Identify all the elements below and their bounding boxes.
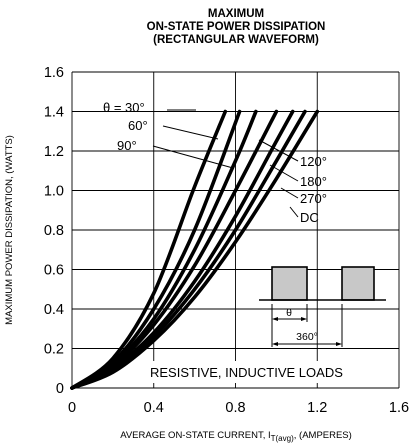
y-tick-labels: 0 0.2 0.4 0.6 0.8 1.0 1.2 1.4 1.6 (44, 65, 64, 397)
grid (71, 71, 400, 389)
loads-label-background (145, 361, 383, 383)
x-axis-label-tail: , (AMPERES) (294, 430, 352, 441)
x-tick-labels: 0 0.4 0.8 1.2 1.6 (68, 400, 409, 416)
y-tick-label: 0.8 (44, 223, 64, 239)
x-axis-label-main: AVERAGE ON-STATE CURRENT, I (120, 430, 270, 441)
period-arrow-left (272, 342, 278, 346)
x-axis-label-subscript: T(avg) (271, 434, 294, 443)
loads-label: RESISTIVE, INDUCTIVE LOADS (150, 365, 343, 380)
label-180: 180° (300, 174, 327, 189)
label-120: 120° (300, 154, 327, 169)
series-line-4 (70, 109, 295, 390)
x-axis-label: AVERAGE ON-STATE CURRENT, IT(avg), (AMPE… (120, 430, 352, 443)
leader-90 (152, 145, 234, 169)
chart-title: MAXIMUM ON-STATE POWER DISSIPATION (RECT… (147, 8, 326, 46)
leader-180 (269, 164, 299, 182)
y-tick-label: 0.2 (44, 342, 64, 358)
waveform-inset: θ 360° (259, 266, 386, 347)
x-tick-label: 0 (68, 400, 76, 416)
label-270: 270° (300, 191, 327, 206)
y-tick-label: 1.6 (44, 65, 64, 81)
leader-120 (258, 139, 299, 162)
theta-arrow-left (272, 317, 278, 321)
period-label: 360° (296, 331, 318, 343)
x-tick-label: 0.8 (225, 400, 245, 416)
x-tick-label: 1.2 (307, 400, 327, 416)
theta-label: θ (286, 307, 292, 319)
pulse-1 (271, 266, 308, 301)
x-tick-label: 0.4 (144, 400, 164, 416)
y-tick-label: 0.4 (44, 302, 64, 318)
y-tick-label: 0 (56, 381, 64, 397)
y-axis-label: MAXIMUM POWER DISSIPATION, (WATTS) (4, 135, 15, 325)
period-arrow-right (336, 342, 342, 346)
title-line-1: MAXIMUM (208, 8, 264, 20)
series-curves (70, 109, 320, 390)
label-30: θ = 30° (103, 100, 145, 115)
series-line-0 (70, 109, 228, 390)
x-tick-label: 1.6 (389, 400, 409, 416)
title-line-2: ON-STATE POWER DISSIPATION (147, 21, 326, 33)
series-labels: θ = 30° 60° 90° 120° 180° 270° DC (103, 100, 327, 225)
y-tick-label: 1.4 (44, 105, 64, 121)
label-90: 90° (117, 138, 137, 153)
y-tick-label: 1.0 (44, 184, 64, 200)
label-60: 60° (128, 118, 148, 133)
y-tick-label: 0.6 (44, 263, 64, 279)
pulse-2 (341, 266, 375, 301)
label-leaders (152, 109, 299, 218)
leader-60 (162, 125, 219, 140)
title-line-3: (RECTANGULAR WAVEFORM) (153, 34, 319, 46)
leader-270 (280, 187, 299, 199)
y-tick-label: 1.2 (44, 144, 64, 160)
theta-arrow-right (301, 317, 307, 321)
label-dc: DC (300, 210, 319, 225)
series-line-6 (70, 109, 320, 390)
leader-dc (289, 206, 299, 218)
series-line-3 (70, 109, 279, 390)
